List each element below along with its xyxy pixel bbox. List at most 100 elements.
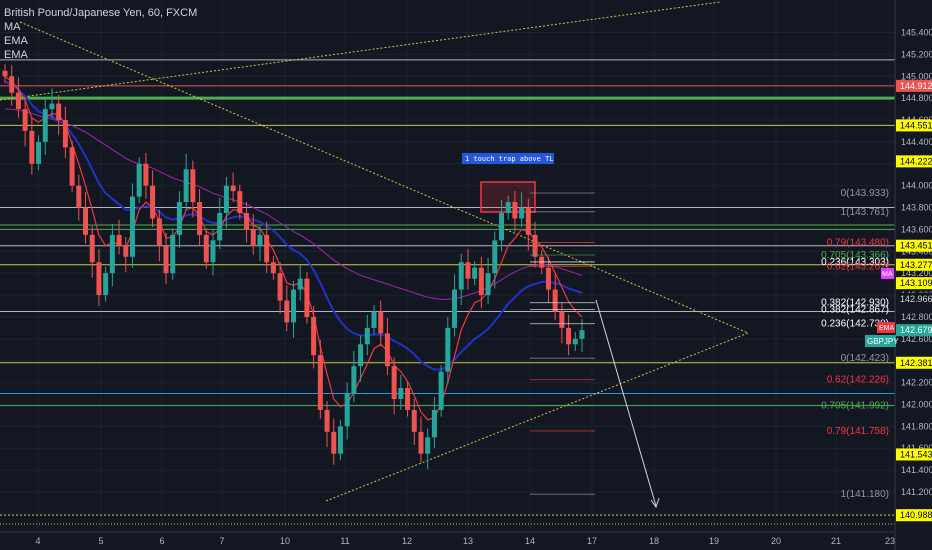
candle-body[interactable] — [264, 234, 270, 263]
candle-body[interactable] — [136, 163, 142, 197]
candle-body[interactable] — [418, 431, 424, 454]
candle-body[interactable] — [505, 202, 511, 214]
candle-body[interactable] — [452, 289, 458, 328]
indicator-ema-2[interactable]: EMA — [4, 49, 28, 61]
candle-body[interactable] — [331, 431, 337, 454]
candles-layer[interactable] — [2, 64, 585, 470]
candle-body[interactable] — [29, 130, 35, 164]
candle-body[interactable] — [76, 185, 82, 208]
candle-body[interactable] — [156, 218, 162, 246]
candle-body[interactable] — [519, 207, 525, 219]
candle-body[interactable] — [244, 213, 250, 230]
candle-body[interactable] — [311, 316, 317, 356]
candle-body[interactable] — [257, 234, 263, 246]
candle-body[interactable] — [197, 202, 203, 235]
candle-body[interactable] — [351, 366, 357, 394]
fib-level-label: 0.62(143.262) — [827, 261, 889, 272]
candle-body[interactable] — [458, 262, 464, 290]
candle-body[interactable] — [170, 234, 176, 274]
candle-body[interactable] — [109, 234, 115, 274]
candle-body[interactable] — [371, 311, 377, 328]
candle-body[interactable] — [472, 267, 478, 279]
price-axis[interactable]: 145.400145.200145.000144.800144.600144.4… — [901, 28, 932, 519]
symbol-title[interactable]: British Pound/Japanese Yen, 60, FXCM — [4, 7, 198, 19]
candle-body[interactable] — [277, 273, 283, 301]
candle-body[interactable] — [284, 300, 290, 323]
candle-body[interactable] — [378, 311, 384, 334]
candle-body[interactable] — [2, 70, 8, 77]
candle-body[interactable] — [358, 344, 364, 367]
candle-body[interactable] — [190, 169, 196, 203]
price-label: 140.988 — [900, 510, 932, 520]
candle-body[interactable] — [83, 207, 89, 235]
candle-body[interactable] — [143, 163, 149, 186]
candle-body[interactable] — [96, 262, 102, 296]
candle-body[interactable] — [431, 409, 437, 438]
candle-body[interactable] — [69, 147, 75, 186]
candle-body[interactable] — [572, 338, 578, 345]
candle-body[interactable] — [150, 185, 156, 219]
indicator-ema-1[interactable]: EMA — [4, 35, 28, 47]
candle-body[interactable] — [512, 202, 518, 219]
candle-body[interactable] — [411, 409, 417, 432]
candle-body[interactable] — [291, 289, 296, 323]
candle-body[interactable] — [445, 327, 451, 372]
candle-body[interactable] — [324, 409, 330, 432]
candle-body[interactable] — [237, 191, 243, 214]
time-axis[interactable]: 4 5 6 7 10 11 12 13 14 17 18 19 20 21 23 — [35, 536, 895, 546]
candle-body[interactable] — [250, 229, 256, 246]
candle-body[interactable] — [525, 207, 531, 235]
candle-body[interactable] — [344, 393, 350, 427]
candle-body[interactable] — [297, 278, 303, 290]
candle-body[interactable] — [552, 289, 558, 312]
candle-body[interactable] — [465, 262, 471, 279]
candle-body[interactable] — [230, 185, 236, 192]
candle-body[interactable] — [566, 327, 572, 345]
candle-body[interactable] — [545, 267, 551, 290]
price-label-bg — [896, 155, 932, 168]
candle-body[interactable] — [398, 388, 404, 399]
candle-body[interactable] — [62, 120, 68, 148]
price-label: 142.679 — [900, 325, 932, 335]
candle-body[interactable] — [123, 245, 129, 257]
candle-body[interactable] — [176, 202, 182, 235]
annotation-note[interactable]: 1 touch trap above TL — [462, 153, 554, 164]
candle-body[interactable] — [217, 213, 223, 241]
candle-body[interactable] — [49, 103, 55, 110]
candle-body[interactable] — [364, 327, 370, 345]
candle-body[interactable] — [384, 333, 390, 367]
candle-body[interactable] — [485, 273, 491, 296]
candle-body[interactable] — [337, 426, 343, 454]
indicator-ma[interactable]: MA — [4, 21, 21, 33]
price-label-bg — [896, 119, 932, 132]
candle-body[interactable] — [478, 267, 484, 296]
candle-body[interactable] — [405, 388, 411, 410]
candle-body[interactable] — [498, 213, 504, 241]
candle-body[interactable] — [163, 245, 169, 274]
candle-body[interactable] — [559, 311, 565, 328]
candle-body[interactable] — [15, 92, 21, 110]
candle-body[interactable] — [438, 371, 444, 410]
candle-body[interactable] — [183, 169, 189, 203]
candle-body[interactable] — [129, 196, 135, 257]
candle-body[interactable] — [210, 240, 216, 263]
candle-body[interactable] — [103, 273, 109, 296]
candle-body[interactable] — [304, 278, 310, 317]
candle-body[interactable] — [42, 109, 48, 142]
candle-body[interactable] — [579, 330, 585, 339]
candle-body[interactable] — [36, 141, 42, 164]
candle-body[interactable] — [223, 185, 229, 214]
candle-body[interactable] — [22, 109, 28, 131]
candle-body[interactable] — [270, 262, 276, 274]
candle-body[interactable] — [56, 103, 62, 121]
candle-body[interactable] — [116, 234, 122, 246]
candle-body[interactable] — [89, 234, 95, 263]
candle-body[interactable] — [9, 76, 15, 93]
candle-body[interactable] — [492, 240, 498, 274]
candle-body[interactable] — [203, 234, 209, 263]
candle-body[interactable] — [391, 366, 397, 399]
candle-body[interactable] — [317, 355, 323, 410]
candle-body[interactable] — [425, 437, 431, 454]
candle-body[interactable] — [532, 234, 538, 257]
